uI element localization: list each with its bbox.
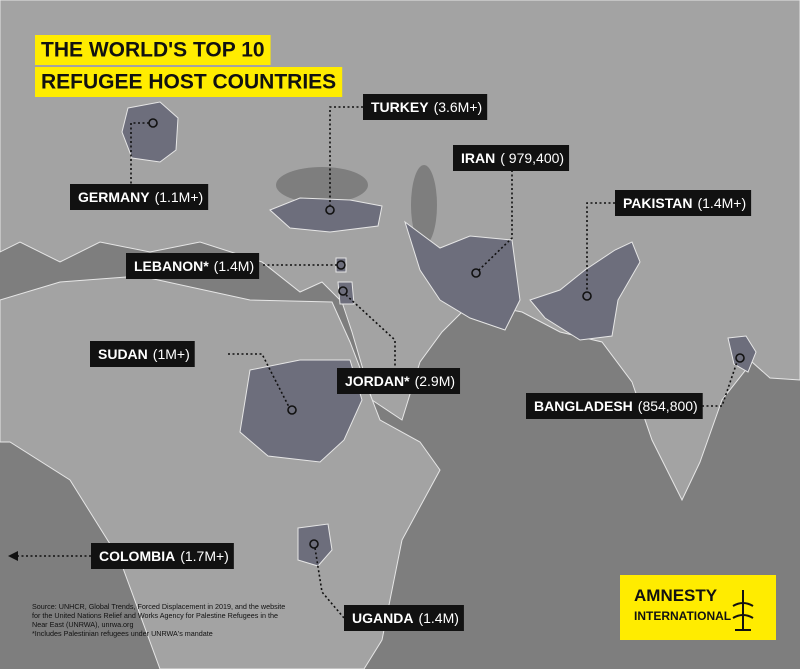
label-text: BANGLADESH (854,800) [534,398,698,414]
country-name: COLOMBIA [99,548,175,564]
label-text: GERMANY (1.1M+) [78,189,203,205]
country-label: LEBANON* (1.4M) [126,253,260,279]
country-name: TURKEY [371,99,429,115]
connector [702,361,738,407]
country-figure: (1.4M) [418,610,458,626]
country-label: BANGLADESH (854,800) [526,393,703,419]
caspian-sea [411,165,437,245]
label-box [70,184,209,210]
country-figure: (1.7M+) [180,548,229,564]
pakistan [529,241,641,341]
label-box [91,543,234,569]
country-figure: (1.4M) [214,258,254,274]
connectors [8,106,738,619]
marker [336,260,346,270]
source-text: Near East (UNRWA), unrwa.org [32,620,133,629]
country-figure: (3.6M+) [434,99,483,115]
label-box [615,190,752,216]
marker [582,291,592,301]
label-text: TURKEY (3.6M+) [371,99,482,115]
country-label: TURKEY (3.6M+) [363,94,488,120]
country-figure: (1M+) [153,346,190,362]
title-text: REFUGEE HOST COUNTRIES [41,71,336,94]
country-figure: (2.9M) [415,373,455,389]
logo-text: AMNESTY [634,586,718,605]
country-figure: (1.1M+) [155,189,204,205]
label-text: PAKISTAN (1.4M+) [623,195,746,211]
label-box [526,393,703,419]
country-label: IRAN ( 979,400) [453,145,570,171]
country-label: COLOMBIA (1.7M+) [91,543,234,569]
marker [325,205,335,215]
country-label: JORDAN* (2.9M) [337,368,461,394]
connector [228,353,290,408]
sudan [239,359,363,463]
country-name: GERMANY [78,189,150,205]
country-figure: (854,800) [638,398,698,414]
marker [735,353,745,363]
country-figure: ( 979,400) [500,150,564,166]
arrow-head [8,551,18,561]
title-box [35,35,271,65]
country-name: IRAN [461,150,495,166]
country-label: PAKISTAN (1.4M+) [615,190,752,216]
label-text: IRAN ( 979,400) [461,150,564,166]
country-name: SUDAN [98,346,148,362]
country-name: UGANDA [352,610,413,626]
marker [338,286,348,296]
title-line: REFUGEE HOST COUNTRIES [35,67,343,97]
turkey [269,197,383,233]
connector [130,122,149,184]
label-box [90,341,195,367]
marker [309,539,319,549]
logo-text: INTERNATIONAL [634,609,731,623]
country-label: UGANDA (1.4M) [344,605,464,631]
source-text: Source: UNHCR, Global Trends, Forced Dis… [32,602,285,611]
markers [148,118,745,549]
label-box [344,605,464,631]
label-text: LEBANON* (1.4M) [134,258,254,274]
country-name: PAKISTAN [623,195,692,211]
country-name: LEBANON* [134,258,209,274]
marker [471,268,481,278]
uganda [297,523,333,567]
label-text: COLOMBIA (1.7M+) [99,548,229,564]
title-box [35,67,343,97]
label-box [126,253,260,279]
iran [404,220,521,331]
logo-box [620,575,776,640]
country-name: BANGLADESH [534,398,633,414]
label-text: JORDAN* (2.9M) [345,373,455,389]
marker [148,118,158,128]
label-box [453,145,570,171]
germany [121,101,179,163]
label-text: SUDAN (1M+) [98,346,190,362]
label-text: UGANDA (1.4M) [352,610,459,626]
marker [287,405,297,415]
connector [329,106,363,206]
connector [586,202,615,292]
black-sea [276,167,368,203]
connector [478,170,513,271]
title-text: THE WORLD'S TOP 10 [41,39,265,62]
country-figure: (1.4M+) [697,195,746,211]
country-name: JORDAN* [345,373,410,389]
country-label: GERMANY (1.1M+) [70,184,209,210]
title-line: THE WORLD'S TOP 10 [35,35,271,65]
country-label: SUDAN (1M+) [90,341,195,367]
label-box [337,368,461,394]
source-text: *Includes Palestinian refugees under UNR… [32,629,213,638]
logo-candle [732,590,754,631]
label-box [363,94,488,120]
connector [314,547,345,619]
source-text: for the United Nations Relief and Works … [32,611,278,620]
